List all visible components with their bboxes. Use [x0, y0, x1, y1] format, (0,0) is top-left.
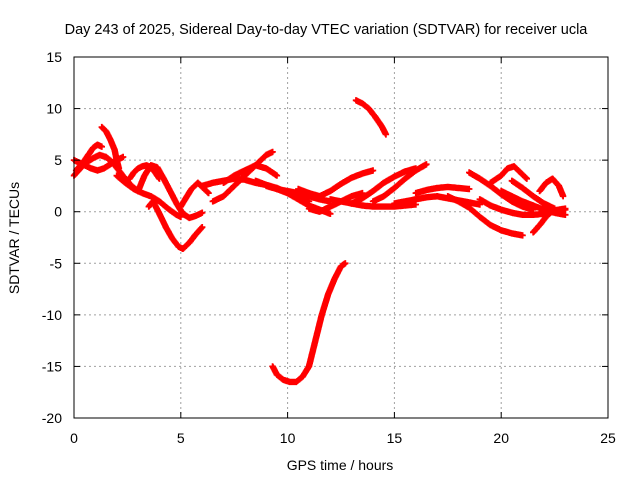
y-tick-label: -20 — [42, 410, 62, 426]
data-marker-track — [444, 193, 526, 239]
y-tick-label: -10 — [42, 307, 62, 323]
data-marker-track — [530, 205, 569, 236]
chart-title: Day 243 of 2025, Sidereal Day-to-day VTE… — [65, 22, 589, 38]
series-arc31 — [536, 175, 567, 200]
data-marker-track — [487, 163, 530, 186]
series-arc15 — [269, 260, 349, 386]
x-tick-label: 5 — [177, 430, 185, 446]
series-arc19 — [352, 97, 390, 138]
data-marker-track — [134, 162, 206, 222]
data-marker-track — [98, 123, 123, 172]
series-arc16 — [295, 167, 377, 200]
x-tick-label: 20 — [493, 430, 509, 446]
x-tick-label: 15 — [387, 430, 403, 446]
series-arc04 — [98, 123, 123, 172]
y-tick-label: -15 — [42, 358, 62, 374]
series-arc20 — [348, 165, 419, 207]
data-marker-track — [269, 260, 349, 386]
series-arc30 — [530, 205, 569, 236]
series-arc18 — [327, 196, 419, 210]
series-arc12 — [220, 162, 281, 186]
series-arc29 — [508, 177, 558, 212]
data-marker-track — [220, 162, 281, 186]
series-arc11 — [209, 148, 276, 205]
data-marker-track — [348, 165, 419, 207]
series-arc07 — [134, 162, 206, 222]
y-tick-label: 5 — [54, 152, 62, 168]
data-marker-track — [209, 148, 276, 205]
y-tick-label: 10 — [46, 101, 62, 117]
x-tick-label: 25 — [600, 430, 616, 446]
y-axis-label: SDTVAR / TECUs — [6, 182, 22, 294]
data-marker-track — [412, 183, 473, 197]
y-tick-label: 0 — [54, 204, 62, 220]
series-arc24 — [444, 193, 526, 239]
series-arc03 — [72, 141, 105, 174]
x-axis-label: GPS time / hours — [287, 457, 394, 473]
grid-lines — [74, 57, 608, 418]
y-tick-label: 15 — [46, 49, 62, 65]
data-marker-track — [295, 167, 377, 200]
data-marker-track — [327, 196, 419, 210]
data-marker-track — [508, 177, 558, 212]
data-points — [70, 97, 569, 386]
plot-frame — [73, 56, 609, 419]
axis-ticks: 0 5 10 15 20 25 -20 -15 -10 -5 0 5 10 15 — [42, 49, 616, 446]
data-marker-track — [72, 141, 105, 174]
x-tick-label: 0 — [70, 430, 78, 446]
x-tick-label: 10 — [280, 430, 296, 446]
data-marker-track — [145, 198, 206, 252]
data-marker-track — [369, 161, 430, 205]
series-arc23 — [412, 183, 473, 197]
data-marker-track — [536, 175, 567, 200]
series-arc21 — [369, 161, 430, 205]
series-arc27 — [487, 163, 530, 186]
y-tick-label: -5 — [50, 255, 63, 271]
series-arc08 — [145, 198, 206, 252]
data-marker-track — [352, 97, 390, 138]
